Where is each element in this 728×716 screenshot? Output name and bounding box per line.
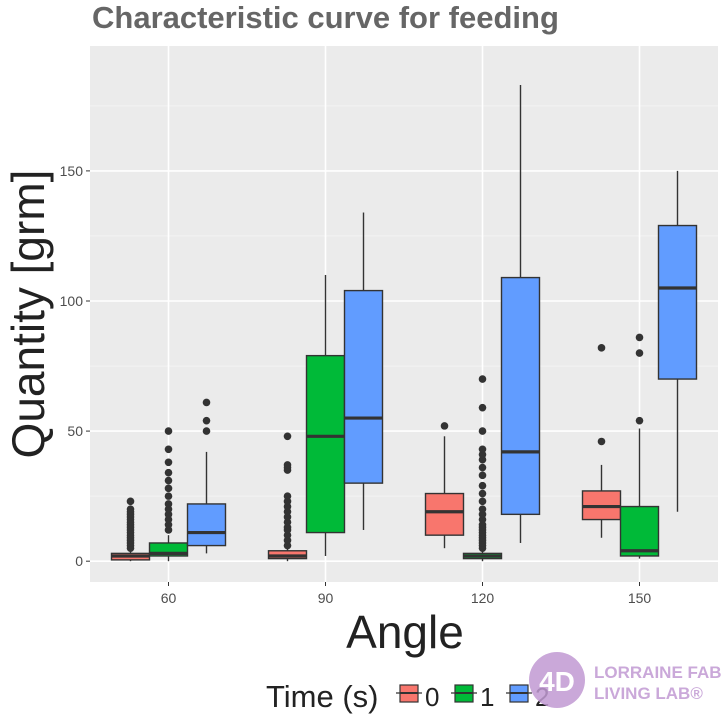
outlier-point (164, 468, 173, 477)
outlier-point (478, 515, 487, 524)
box-1-150 (619, 333, 660, 559)
legend-title: Time (s) (266, 679, 379, 714)
outlier-point (202, 398, 211, 407)
outlier-point (478, 510, 487, 519)
outlier-point (283, 497, 292, 506)
outlier-point (283, 536, 292, 545)
outlier-point (164, 500, 173, 508)
box-body (657, 224, 698, 380)
outlier-point (283, 518, 292, 526)
box-0-120 (424, 422, 465, 549)
outlier-point (478, 427, 487, 435)
outlier-point (283, 502, 292, 511)
watermark-logo: 4D LORRAINE FAB LIVING LAB® (529, 652, 722, 708)
outlier-point (478, 471, 487, 480)
y-tick-label: 50 (67, 423, 83, 439)
outlier-point (478, 403, 487, 412)
x-axis-title: Angle (346, 606, 464, 658)
outlier-point (478, 520, 487, 529)
box-body (424, 492, 465, 536)
axis-ticks: 0 50 100 150 60 90 120 150 (60, 163, 652, 606)
y-axis-title: Quantity [grm] (2, 170, 54, 459)
y-tick-label: 150 (60, 163, 84, 179)
outlier-point (635, 349, 644, 357)
x-tick-label: 150 (628, 590, 652, 606)
outlier-point (283, 541, 292, 550)
chart-title: Characteristic curve for feeding (92, 0, 559, 35)
plot-panel (90, 46, 718, 582)
box-1-90 (305, 274, 346, 556)
outlier-point (478, 505, 487, 513)
outlier-point (635, 333, 644, 342)
outlier-point (478, 489, 487, 498)
outlier-point (202, 416, 211, 425)
logo-mark: 4D (539, 666, 575, 697)
box-2-120 (500, 85, 541, 543)
logo-line-2: LIVING LAB® (594, 684, 703, 703)
x-tick-label: 90 (318, 590, 334, 606)
outlier-point (126, 497, 135, 506)
legend-key-0: 0 (396, 682, 439, 712)
box-0-60 (110, 497, 151, 562)
outlier-point (164, 445, 173, 454)
x-tick-label: 60 (161, 590, 177, 606)
box-0-90 (267, 432, 308, 562)
outlier-point (283, 461, 292, 469)
box-series (110, 85, 698, 562)
outlier-point (597, 437, 606, 446)
outlier-point (478, 463, 487, 472)
outlier-point (635, 416, 644, 425)
outlier-point (597, 344, 606, 352)
outlier-point (283, 523, 292, 532)
box-2-90 (343, 212, 384, 530)
outlier-point (478, 481, 487, 490)
outlier-point (283, 492, 292, 500)
legend-keys: 012 (396, 682, 549, 712)
outlier-point (478, 450, 487, 459)
box-1-120 (462, 375, 503, 562)
outlier-point (164, 520, 173, 529)
outlier-point (283, 513, 292, 521)
box-body (343, 289, 384, 484)
legend-label: 0 (425, 682, 439, 712)
outlier-point (164, 427, 173, 435)
y-tick-label: 100 (60, 293, 84, 309)
outlier-point (126, 505, 135, 513)
legend: Time (s) 012 (266, 679, 549, 714)
outlier-point (164, 505, 173, 513)
outlier-point (164, 476, 173, 485)
box-1-60 (148, 427, 189, 562)
outlier-point (478, 445, 487, 454)
outlier-point (164, 510, 173, 519)
outlier-point (164, 484, 173, 493)
logo-circle-icon (529, 652, 585, 708)
box-0-150 (581, 344, 622, 538)
outlier-point (283, 507, 292, 516)
box-body (305, 354, 346, 534)
outlier-point (478, 375, 487, 383)
outlier-point (202, 427, 211, 435)
outlier-point (478, 455, 487, 464)
outlier-point (440, 422, 449, 430)
outlier-point (164, 458, 173, 467)
box-2-150 (657, 170, 698, 512)
outlier-point (283, 432, 292, 441)
outlier-point (164, 492, 173, 500)
box-2-60 (186, 398, 227, 554)
logo-line-1: LORRAINE FAB (594, 663, 722, 682)
legend-label: 1 (480, 682, 494, 712)
outlier-point (283, 531, 292, 539)
outlier-point (164, 515, 173, 524)
box-body (500, 276, 541, 516)
legend-key-1: 1 (451, 682, 494, 712)
y-tick-label: 0 (75, 553, 83, 569)
outlier-point (478, 497, 487, 506)
box-body (619, 505, 660, 557)
box-body (186, 503, 227, 547)
outlier-point (164, 526, 173, 534)
x-tick-label: 120 (471, 590, 495, 606)
